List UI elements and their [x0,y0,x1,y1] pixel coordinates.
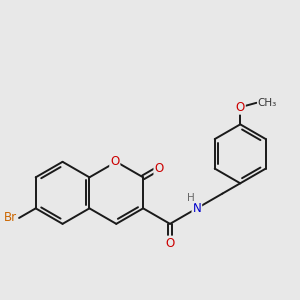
Text: O: O [236,101,245,114]
Text: CH₃: CH₃ [258,98,277,108]
Text: H: H [187,193,194,202]
Text: O: O [165,237,175,250]
Text: O: O [154,162,164,175]
Text: Br: Br [4,212,17,224]
Text: O: O [110,155,119,168]
Text: N: N [193,202,201,215]
